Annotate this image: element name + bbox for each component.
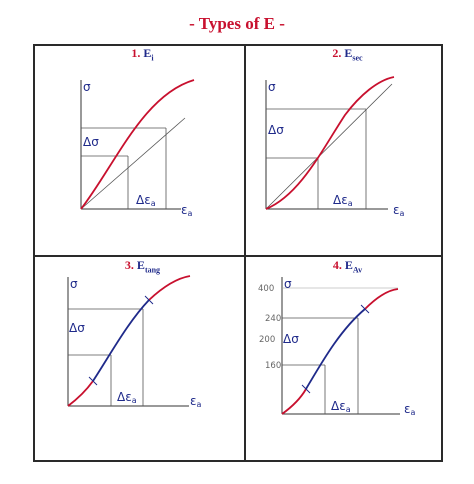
panel-4-tick-low <box>301 384 311 394</box>
panel-4-delta-eps-label: Δεa <box>331 399 351 414</box>
panel-2-sigma-label: σ <box>268 80 276 94</box>
panel-4-tick-240: 240 <box>265 314 281 324</box>
panel-4-title: 4. EAv <box>332 258 363 275</box>
panel-2-curve <box>265 76 395 210</box>
panel-grid <box>33 44 443 462</box>
panel-1-curve <box>80 79 195 210</box>
panel-3-tick-high <box>144 295 154 305</box>
panel-2-delta-eps-label: Δεa <box>333 193 353 208</box>
panel-3-tick-low <box>88 376 98 386</box>
panel-3-delta-sigma-label: Δσ <box>69 321 85 335</box>
panel-2-diagram: σ Δσ Δεa εa <box>265 76 405 218</box>
grid-divider-horizontal <box>35 255 441 257</box>
panel-4-tick-high <box>360 304 370 314</box>
panel-3-eps-label: εa <box>190 394 202 409</box>
panel-2-title: 2. Esec <box>332 46 363 63</box>
panel-4-curve-end <box>364 288 399 310</box>
panel-1-sigma-label: σ <box>83 80 91 94</box>
panel-3-diagram: σ Δσ Δεa εa <box>67 275 202 409</box>
panel-4-sigma-label: σ <box>284 277 292 291</box>
panel-1-delta-eps-label: Δεa <box>136 193 156 208</box>
panel-1-tangent-line <box>80 117 186 210</box>
panel-4-diagram: 400 240 200 160 σ Δσ Δεa εa <box>258 277 416 417</box>
panel-4-delta-sigma-label: Δσ <box>283 332 299 346</box>
grid-divider-vertical <box>244 46 246 460</box>
panel-3-tangent-segment <box>92 299 150 382</box>
panel-4-curve-start <box>281 388 307 415</box>
panel-4-tick-160: 160 <box>265 361 281 371</box>
panel-3-curve-start <box>67 380 94 407</box>
panel-1-title: 1. Ei <box>131 46 154 63</box>
page-title: - Types of E - <box>189 14 285 33</box>
panel-1-eps-label: εa <box>181 203 193 218</box>
panel-3-sigma-label: σ <box>70 277 78 291</box>
panel-4-avg-segment <box>305 308 366 390</box>
panel-3-title: 3. Etang <box>124 258 161 275</box>
panel-2-delta-sigma-label: Δσ <box>268 123 284 137</box>
panel-4-tick-400: 400 <box>258 284 274 294</box>
panel-3-curve-end <box>148 275 191 301</box>
panel-2-secant-line <box>265 83 393 210</box>
panel-1-delta-sigma-label: Δσ <box>83 135 99 149</box>
panel-4-tick-200: 200 <box>259 335 275 345</box>
panel-3-delta-eps-label: Δεa <box>117 390 137 405</box>
panel-1-diagram: σ Δσ Δεa εa <box>80 79 195 218</box>
panel-2-eps-label: εa <box>393 203 405 218</box>
panel-4-eps-label: εa <box>404 402 416 417</box>
